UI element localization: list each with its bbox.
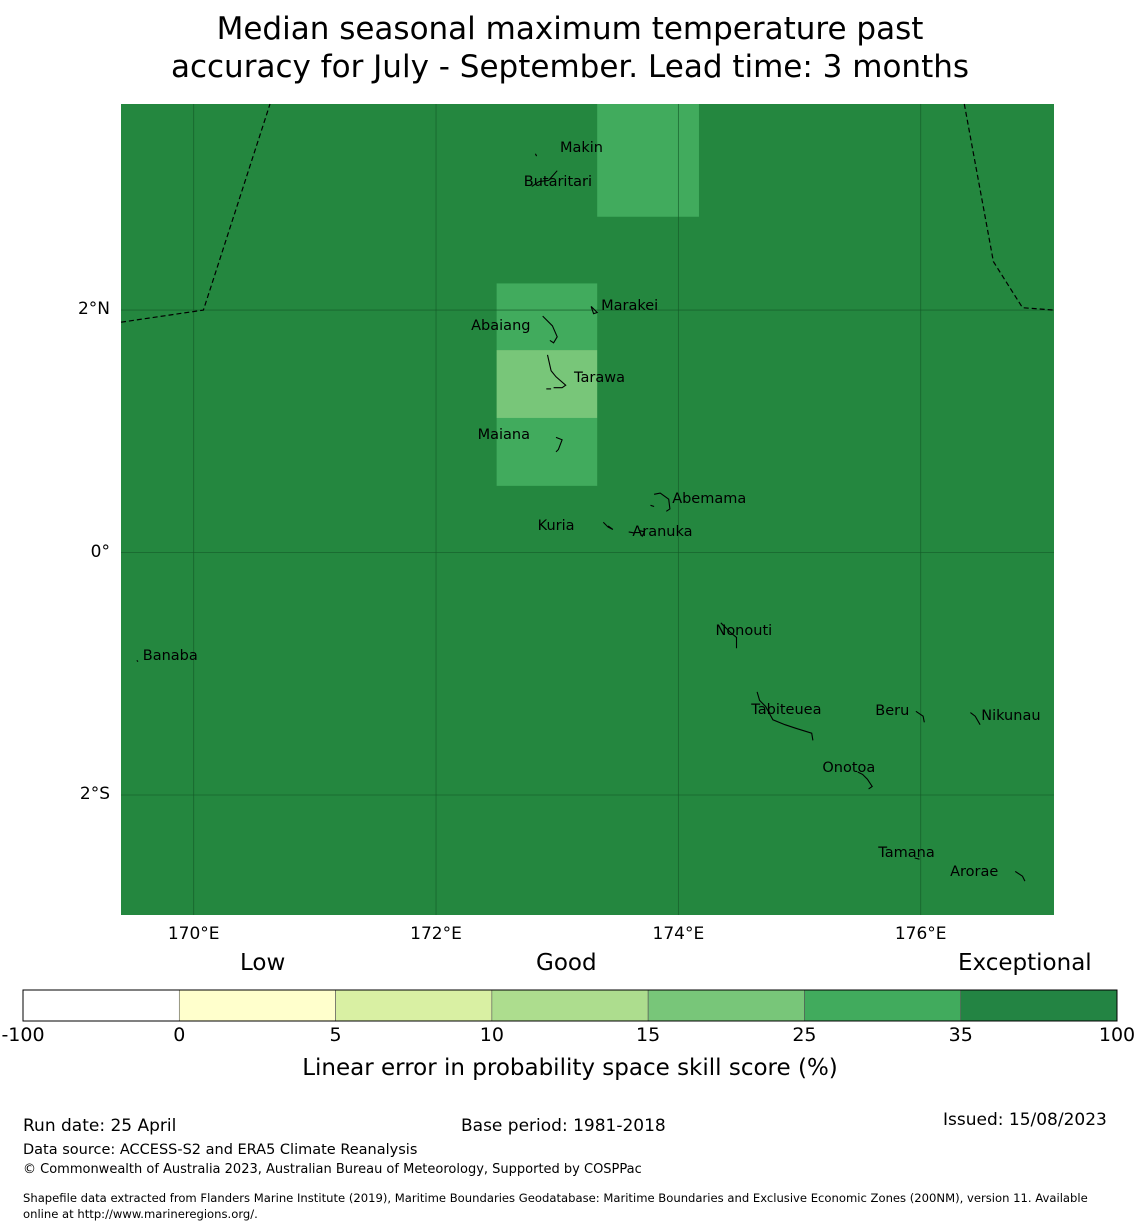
colorbar-tick-label: 0 bbox=[173, 1024, 186, 1046]
island-coastline-2 bbox=[590, 306, 599, 315]
island-coastline-13 bbox=[720, 622, 738, 649]
island-label-butaritari: Butaritari bbox=[523, 174, 593, 190]
island-coastline-1 bbox=[531, 170, 558, 187]
island-coastline-11 bbox=[639, 530, 646, 538]
island-coastline-6 bbox=[555, 436, 563, 453]
island-coastline-12 bbox=[136, 660, 139, 662]
category-label-exceptional: Exceptional bbox=[958, 950, 1092, 976]
island-label-nikunau: Nikunau bbox=[981, 708, 1041, 725]
island-coastline-7 bbox=[653, 492, 671, 512]
skill-cell-0 bbox=[597, 104, 699, 217]
island-label-onotoa: Onotoa bbox=[822, 759, 876, 776]
island-label-arorae: Arorae bbox=[950, 863, 999, 880]
colorbar-swatch-1 bbox=[178, 989, 336, 1022]
island-label-abaiang: Abaiang bbox=[471, 318, 531, 335]
colorbar-tick-label: 100 bbox=[1098, 1024, 1136, 1046]
map-layer bbox=[120, 103, 1055, 915]
island-coastline-10 bbox=[628, 531, 635, 534]
island-label-makin: Makin bbox=[559, 140, 603, 157]
run-date: Run date: 25 April bbox=[23, 1116, 177, 1136]
lon-tick-label: 170°E bbox=[167, 924, 220, 944]
title-line-2: accuracy for July - September. Lead time… bbox=[170, 49, 970, 85]
island-label-abemama: Abemama bbox=[672, 491, 747, 508]
island-label-kuria: Kuria bbox=[537, 517, 575, 534]
colorbar-tick-label: 25 bbox=[792, 1024, 817, 1046]
map-background bbox=[121, 104, 1054, 915]
colorbar-tick-label: 15 bbox=[636, 1024, 661, 1046]
island-coastline-9 bbox=[602, 521, 614, 530]
island-label-aranuka: Aranuka bbox=[632, 523, 693, 540]
colorbar-swatch-4 bbox=[647, 989, 805, 1022]
lon-tick-label: 176°E bbox=[894, 924, 947, 944]
island-label-tabiteuea: Tabiteuea bbox=[751, 702, 822, 719]
copyright-notice: © Commonwealth of Australia 2023, Austra… bbox=[23, 1162, 642, 1177]
colorbar-frame bbox=[22, 989, 1118, 1022]
colorbar-swatch-6 bbox=[960, 989, 1118, 1022]
shapefile-credit-line-1: Shapefile data extracted from Flanders M… bbox=[23, 1191, 1088, 1205]
island-coastline-8 bbox=[650, 504, 655, 508]
base-period: Base period: 1981-2018 bbox=[461, 1116, 666, 1136]
issued-date: Issued: 15/08/2023 bbox=[943, 1110, 1107, 1130]
island-coastline-3 bbox=[542, 315, 558, 344]
lat-tick-label: 2°S bbox=[79, 783, 110, 804]
title-line-1: Median seasonal maximum temperature past bbox=[216, 11, 924, 47]
colorbar-swatch-2 bbox=[335, 989, 493, 1022]
island-coastline-17 bbox=[857, 771, 873, 790]
skill-cell-3 bbox=[496, 417, 598, 486]
colorbar-tick-label: -100 bbox=[1, 1024, 45, 1046]
island-label-banaba: Banaba bbox=[142, 648, 198, 665]
island-label-tarawa: Tarawa bbox=[574, 369, 625, 386]
category-label-good: Good bbox=[536, 950, 597, 976]
eez-boundary-left bbox=[120, 103, 271, 323]
island-coastline-14 bbox=[756, 691, 814, 741]
lat-tick-label: 2°N bbox=[77, 299, 110, 320]
island-label-maiana: Maiana bbox=[477, 426, 531, 443]
island-coastline-15 bbox=[915, 710, 925, 723]
lon-tick-label: 172°E bbox=[410, 924, 462, 944]
lat-tick-label: 0° bbox=[90, 541, 110, 562]
eez-boundary-right bbox=[963, 103, 1055, 311]
island-label-beru: Beru bbox=[875, 702, 910, 719]
colorbar-swatch-0 bbox=[22, 989, 180, 1022]
colorbar-tick-label: 35 bbox=[948, 1024, 973, 1046]
island-label-marakei: Marakei bbox=[601, 298, 659, 315]
island-label-nonouti: Nonouti bbox=[715, 623, 773, 640]
shapefile-credit-line-2: online at http://www.marineregions.org/. bbox=[23, 1207, 258, 1221]
colorbar-swatch-3 bbox=[491, 989, 649, 1022]
island-coastline-4 bbox=[546, 354, 567, 389]
colorbar bbox=[22, 989, 1118, 1022]
colorbar-swatch-5 bbox=[804, 989, 962, 1022]
island-coastline-0 bbox=[534, 153, 538, 157]
island-label-tamana: Tamana bbox=[878, 844, 935, 861]
skill-cell-2 bbox=[496, 350, 598, 418]
skill-cell-1 bbox=[496, 283, 598, 351]
data-source: Data source: ACCESS-S2 and ERA5 Climate … bbox=[23, 1142, 418, 1158]
island-coastline-16 bbox=[970, 712, 981, 725]
map-title: Median seasonal maximum temperature past… bbox=[0, 10, 1140, 86]
island-coastline-19 bbox=[1014, 870, 1026, 882]
category-label-low: Low bbox=[240, 950, 286, 976]
colorbar-title: Linear error in probability space skill … bbox=[302, 1055, 838, 1081]
colorbar-tick-label: 5 bbox=[329, 1024, 342, 1046]
lon-tick-label: 174°E bbox=[652, 924, 705, 944]
colorbar-tick-label: 10 bbox=[479, 1024, 504, 1046]
island-coastline-18 bbox=[914, 857, 920, 860]
